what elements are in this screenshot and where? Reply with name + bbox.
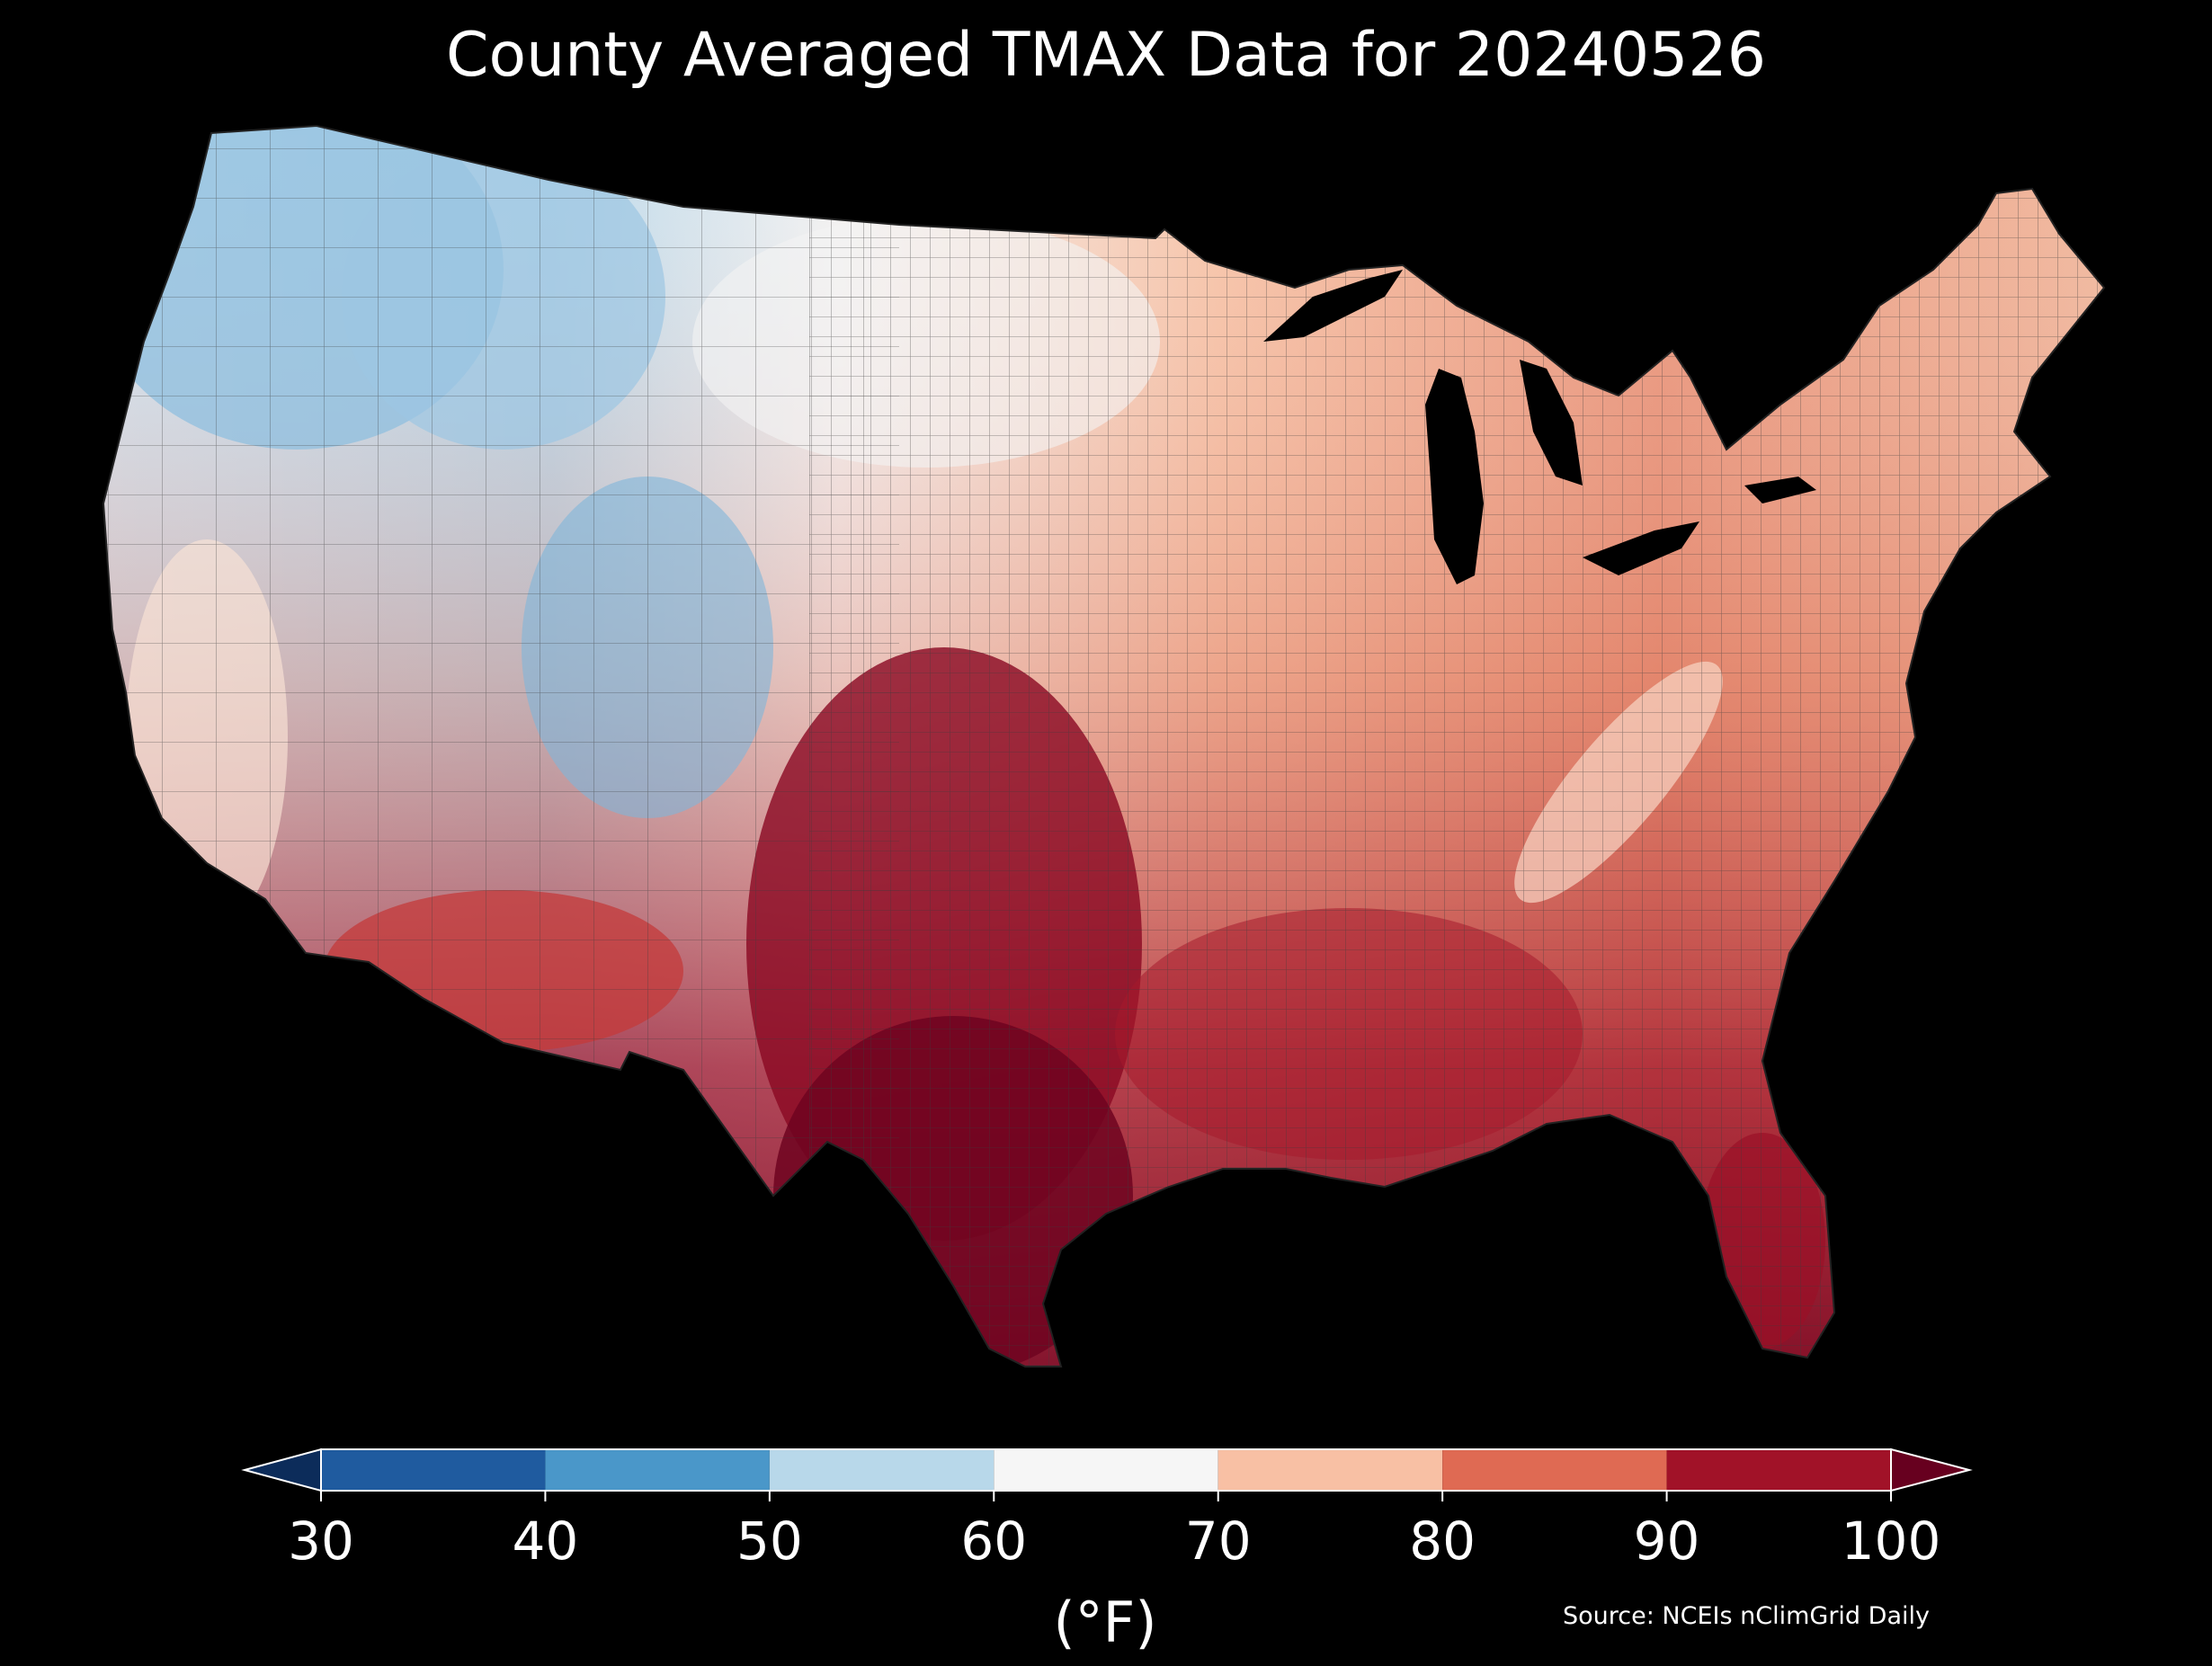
lake-ontario [1744, 477, 1816, 503]
colorbar-bin-80-90 [1442, 1449, 1667, 1491]
colorbar-bin-70-80 [1217, 1449, 1443, 1491]
colorbar-tick-label-40: 40 [512, 1510, 579, 1572]
colorbar [241, 1448, 1973, 1501]
colorbar-bin-90-100 [1666, 1449, 1891, 1491]
colorbar-tick-label-80: 80 [1409, 1510, 1476, 1572]
map-title: County Averaged TMAX Data for 20240526 [446, 20, 1766, 91]
colorbar-unit-label: (°F) [1053, 1590, 1157, 1655]
colorbar-tick-label-50: 50 [736, 1510, 803, 1572]
lake-erie [1583, 521, 1699, 575]
colorbar-frame [320, 1448, 1892, 1492]
colorbar-tick-label-100: 100 [1841, 1510, 1941, 1572]
colorbar-bin-40-50 [545, 1449, 770, 1491]
lake-huron [1520, 360, 1583, 486]
great-lakes [1263, 270, 1816, 584]
lake-michigan [1425, 369, 1484, 584]
colorbar-bin-60-70 [994, 1449, 1218, 1491]
colorbar-under-arrow [241, 1448, 322, 1492]
colorbar-tick-label-90: 90 [1633, 1510, 1700, 1572]
colorbar-bin-30-40 [321, 1449, 546, 1491]
colorbar-tick-label-30: 30 [288, 1510, 354, 1572]
source-note: Source: NCEIs nClimGrid Daily [1563, 1602, 1930, 1630]
contiguous-us-landmass [103, 126, 2104, 1367]
colorbar-bin-50-60 [769, 1449, 995, 1491]
colorbar-tick-label-70: 70 [1184, 1510, 1252, 1572]
colorbar-tick-label-60: 60 [960, 1510, 1028, 1572]
lake-superior [1263, 270, 1403, 342]
colorbar-over-arrow [1890, 1448, 1973, 1492]
